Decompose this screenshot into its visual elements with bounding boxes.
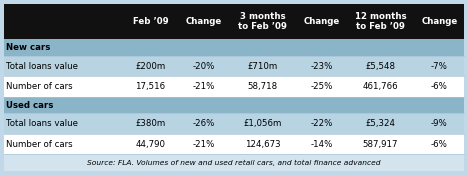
Text: 461,766: 461,766 [363,82,398,91]
Text: 12 months
to Feb ’09: 12 months to Feb ’09 [355,12,406,31]
Text: Number of cars: Number of cars [7,82,73,91]
Text: 124,673: 124,673 [245,140,280,149]
Text: £1,056m: £1,056m [243,119,282,128]
Text: New cars: New cars [7,43,51,52]
Text: Total loans value: Total loans value [7,62,78,71]
Text: 17,516: 17,516 [135,82,166,91]
Text: -26%: -26% [193,119,215,128]
Text: -9%: -9% [431,119,448,128]
Bar [4,113,464,134]
Text: -6%: -6% [431,82,448,91]
Text: -6%: -6% [431,140,448,149]
Text: -25%: -25% [310,82,333,91]
Text: 58,718: 58,718 [248,82,278,91]
Text: -7%: -7% [431,62,448,71]
Text: -20%: -20% [193,62,215,71]
Text: 587,917: 587,917 [363,140,398,149]
Text: £5,548: £5,548 [366,62,395,71]
Text: Total loans value: Total loans value [7,119,78,128]
Text: -22%: -22% [310,119,333,128]
Text: Feb ’09: Feb ’09 [132,17,168,26]
Text: -21%: -21% [193,140,215,149]
Text: Number of cars: Number of cars [7,140,73,149]
Text: £380m: £380m [135,119,166,128]
Text: Used cars: Used cars [7,101,54,110]
Bar [4,154,464,171]
Bar [4,4,464,39]
Text: Change: Change [421,17,458,26]
Bar [4,39,464,56]
Bar [4,97,464,113]
Text: -23%: -23% [310,62,333,71]
Text: £200m: £200m [135,62,166,71]
Text: Change: Change [186,17,222,26]
Text: Source: FLA. Volumes of new and used retail cars, and total finance advanced: Source: FLA. Volumes of new and used ret… [87,160,381,166]
Text: -21%: -21% [193,82,215,91]
Bar [4,134,464,154]
Text: Change: Change [303,17,340,26]
Text: £710m: £710m [248,62,278,71]
Text: 3 months
to Feb ’09: 3 months to Feb ’09 [238,12,287,31]
Bar [4,76,464,97]
Text: -14%: -14% [310,140,333,149]
Text: 44,790: 44,790 [136,140,166,149]
Bar [4,56,464,76]
Text: £5,324: £5,324 [366,119,395,128]
